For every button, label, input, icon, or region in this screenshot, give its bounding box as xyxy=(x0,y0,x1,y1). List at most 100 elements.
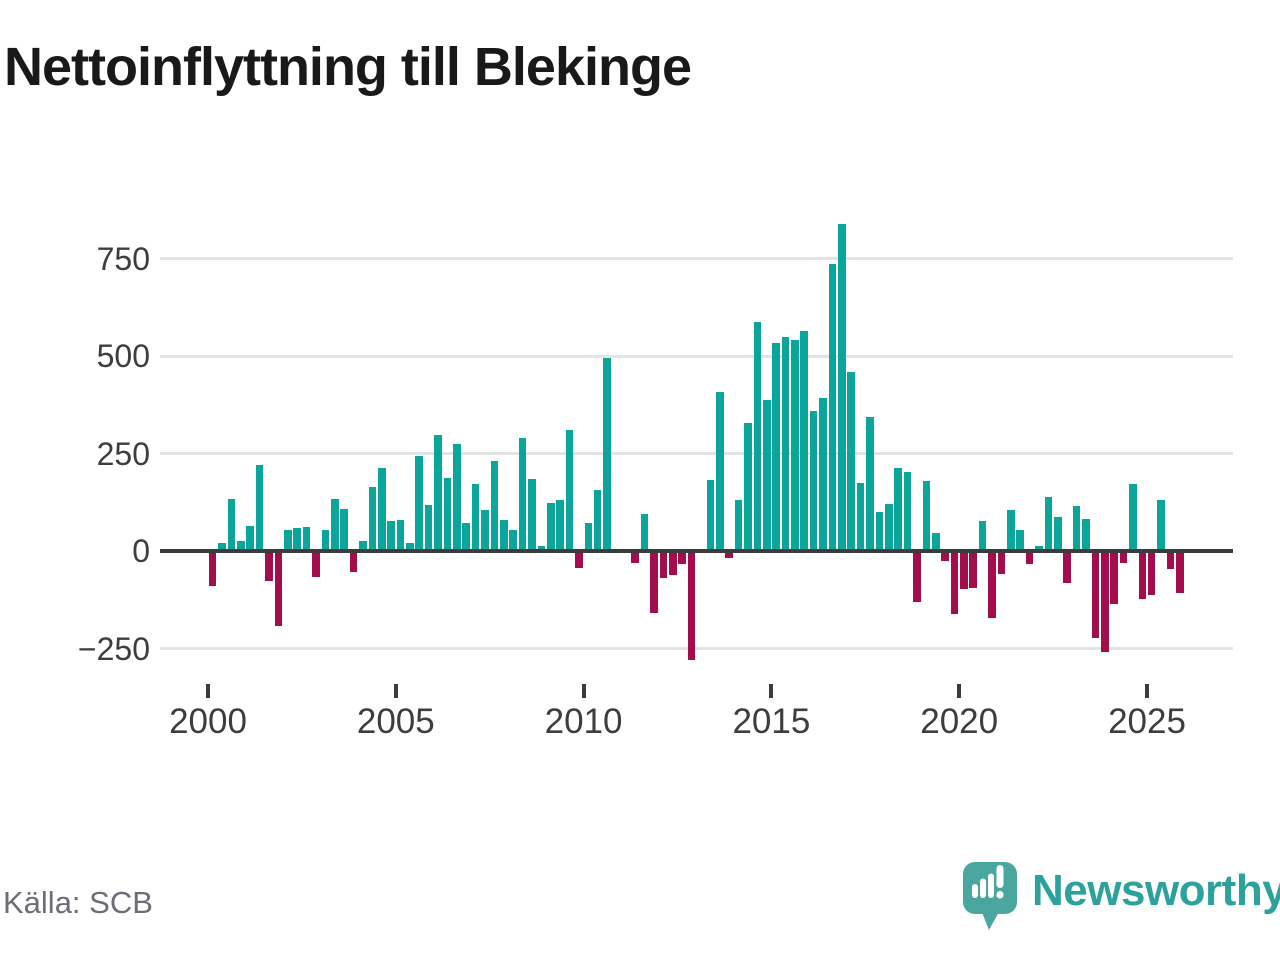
bar-2004-q1 xyxy=(359,540,367,551)
bar-2007-q4 xyxy=(499,520,508,551)
bar-2024-q4 xyxy=(1138,551,1147,600)
bar-2017-q2 xyxy=(856,482,865,551)
bar-2022-q3 xyxy=(1054,517,1062,551)
chart-title: Nettoinflyttning till Blekinge xyxy=(4,37,692,97)
bar-2001-q3 xyxy=(265,551,273,582)
bar-2006-q1 xyxy=(434,435,442,551)
bar-2012-q1 xyxy=(659,551,668,578)
bar-2014-q2 xyxy=(744,423,752,551)
bar-2014-q4 xyxy=(762,400,771,551)
bar-2021-q4 xyxy=(1025,551,1034,565)
bar-2000-q3 xyxy=(227,499,236,551)
bar-2011-q2 xyxy=(631,551,640,564)
bar-2012-q4 xyxy=(687,551,696,661)
bar-2018-q4 xyxy=(913,551,921,602)
bar-2000-q4 xyxy=(237,540,245,551)
bar-2007-q1 xyxy=(471,484,480,551)
bar-2020-q3 xyxy=(978,520,987,551)
bar-2002-q1 xyxy=(284,529,292,551)
bar-2023-q4 xyxy=(1100,551,1109,652)
bar-2001-q4 xyxy=(274,551,283,626)
bar-2016-q1 xyxy=(809,411,818,551)
x-tick-2020 xyxy=(957,684,962,698)
bar-2014-q1 xyxy=(734,500,743,551)
bar-2017-q1 xyxy=(847,371,855,551)
bar-2000-q1 xyxy=(208,551,217,587)
bar-2023-q1 xyxy=(1072,506,1081,551)
bar-2017-q3 xyxy=(866,416,874,551)
x-tick-label: 2010 xyxy=(544,702,623,741)
bar-2008-q1 xyxy=(509,529,517,551)
source-text: Källa: SCB xyxy=(3,885,153,920)
newsworthy-logo: Newsworthy xyxy=(962,860,1280,930)
bar-2006-q3 xyxy=(453,444,461,551)
bar-2008-q2 xyxy=(518,437,527,551)
x-tick-label: 2015 xyxy=(732,702,811,741)
bar-2005-q4 xyxy=(424,504,433,551)
bar-2016-q3 xyxy=(828,263,837,551)
bar-2003-q3 xyxy=(340,509,348,551)
x-tick-2015 xyxy=(769,684,774,698)
bar-2002-q2 xyxy=(293,527,301,551)
x-tick-2000 xyxy=(206,684,210,698)
bar-2020-q1 xyxy=(960,551,968,589)
bar-2023-q3 xyxy=(1091,551,1100,638)
bar-2021-q2 xyxy=(1007,510,1015,551)
bar-2007-q3 xyxy=(490,461,499,551)
x-tick-2010 xyxy=(581,684,586,698)
bar-2019-q1 xyxy=(922,480,931,551)
x-tick-2025 xyxy=(1145,684,1149,698)
bar-2003-q4 xyxy=(349,551,358,573)
bar-2006-q2 xyxy=(443,477,452,551)
bar-2018-q1 xyxy=(884,503,893,551)
bar-2009-q4 xyxy=(575,551,583,568)
bar-2009-q3 xyxy=(565,429,574,551)
y-tick-label: 0 xyxy=(132,533,150,569)
bar-2018-q2 xyxy=(894,467,902,551)
bar-2019-q4 xyxy=(950,551,959,614)
bar-2012-q3 xyxy=(678,551,686,565)
bar-2012-q2 xyxy=(669,551,677,576)
bar-2010-q3 xyxy=(603,357,611,551)
bar-2025-q1 xyxy=(1147,551,1156,596)
x-tick-label: 2000 xyxy=(169,702,247,741)
bar-2020-q2 xyxy=(969,551,978,589)
bar-2024-q3 xyxy=(1129,483,1137,551)
bar-2022-q2 xyxy=(1044,497,1053,551)
gridline-250 xyxy=(160,452,1233,455)
bar-2015-q1 xyxy=(772,343,780,551)
bar-2004-q4 xyxy=(387,520,395,551)
bar-2013-q2 xyxy=(706,479,715,551)
bar-2014-q3 xyxy=(753,321,762,551)
bar-2005-q2 xyxy=(406,542,414,551)
y-tick-label: 500 xyxy=(96,338,150,374)
bar-2005-q3 xyxy=(415,456,424,551)
bar-2008-q4 xyxy=(537,545,546,551)
bar-2009-q1 xyxy=(546,502,555,551)
bar-2024-q2 xyxy=(1119,551,1128,564)
newsworthy-wordmark: Newsworthy xyxy=(1032,866,1280,915)
bar-2000-q2 xyxy=(218,543,226,551)
bar-2015-q2 xyxy=(781,336,790,551)
bar-2004-q3 xyxy=(377,467,386,551)
bar-2018-q3 xyxy=(903,472,912,551)
bar-2025-q3 xyxy=(1166,551,1175,570)
bar-2001-q1 xyxy=(246,526,255,551)
bar-2021-q3 xyxy=(1016,529,1025,551)
bar-2019-q2 xyxy=(931,532,940,551)
bar-2025-q2 xyxy=(1157,499,1165,551)
bar-2016-q4 xyxy=(838,224,846,551)
bar-2021-q1 xyxy=(997,551,1006,574)
bar-2009-q2 xyxy=(556,499,564,551)
bar-2008-q3 xyxy=(528,478,536,551)
newsworthy-icon xyxy=(963,862,1017,930)
bar-2013-q4 xyxy=(725,551,733,559)
bar-2003-q2 xyxy=(330,499,339,551)
bar-2010-q1 xyxy=(584,523,593,551)
bar-2015-q4 xyxy=(800,331,809,551)
bar-2022-q4 xyxy=(1063,551,1071,583)
bar-2020-q4 xyxy=(988,551,996,619)
bar-2017-q4 xyxy=(875,511,884,551)
